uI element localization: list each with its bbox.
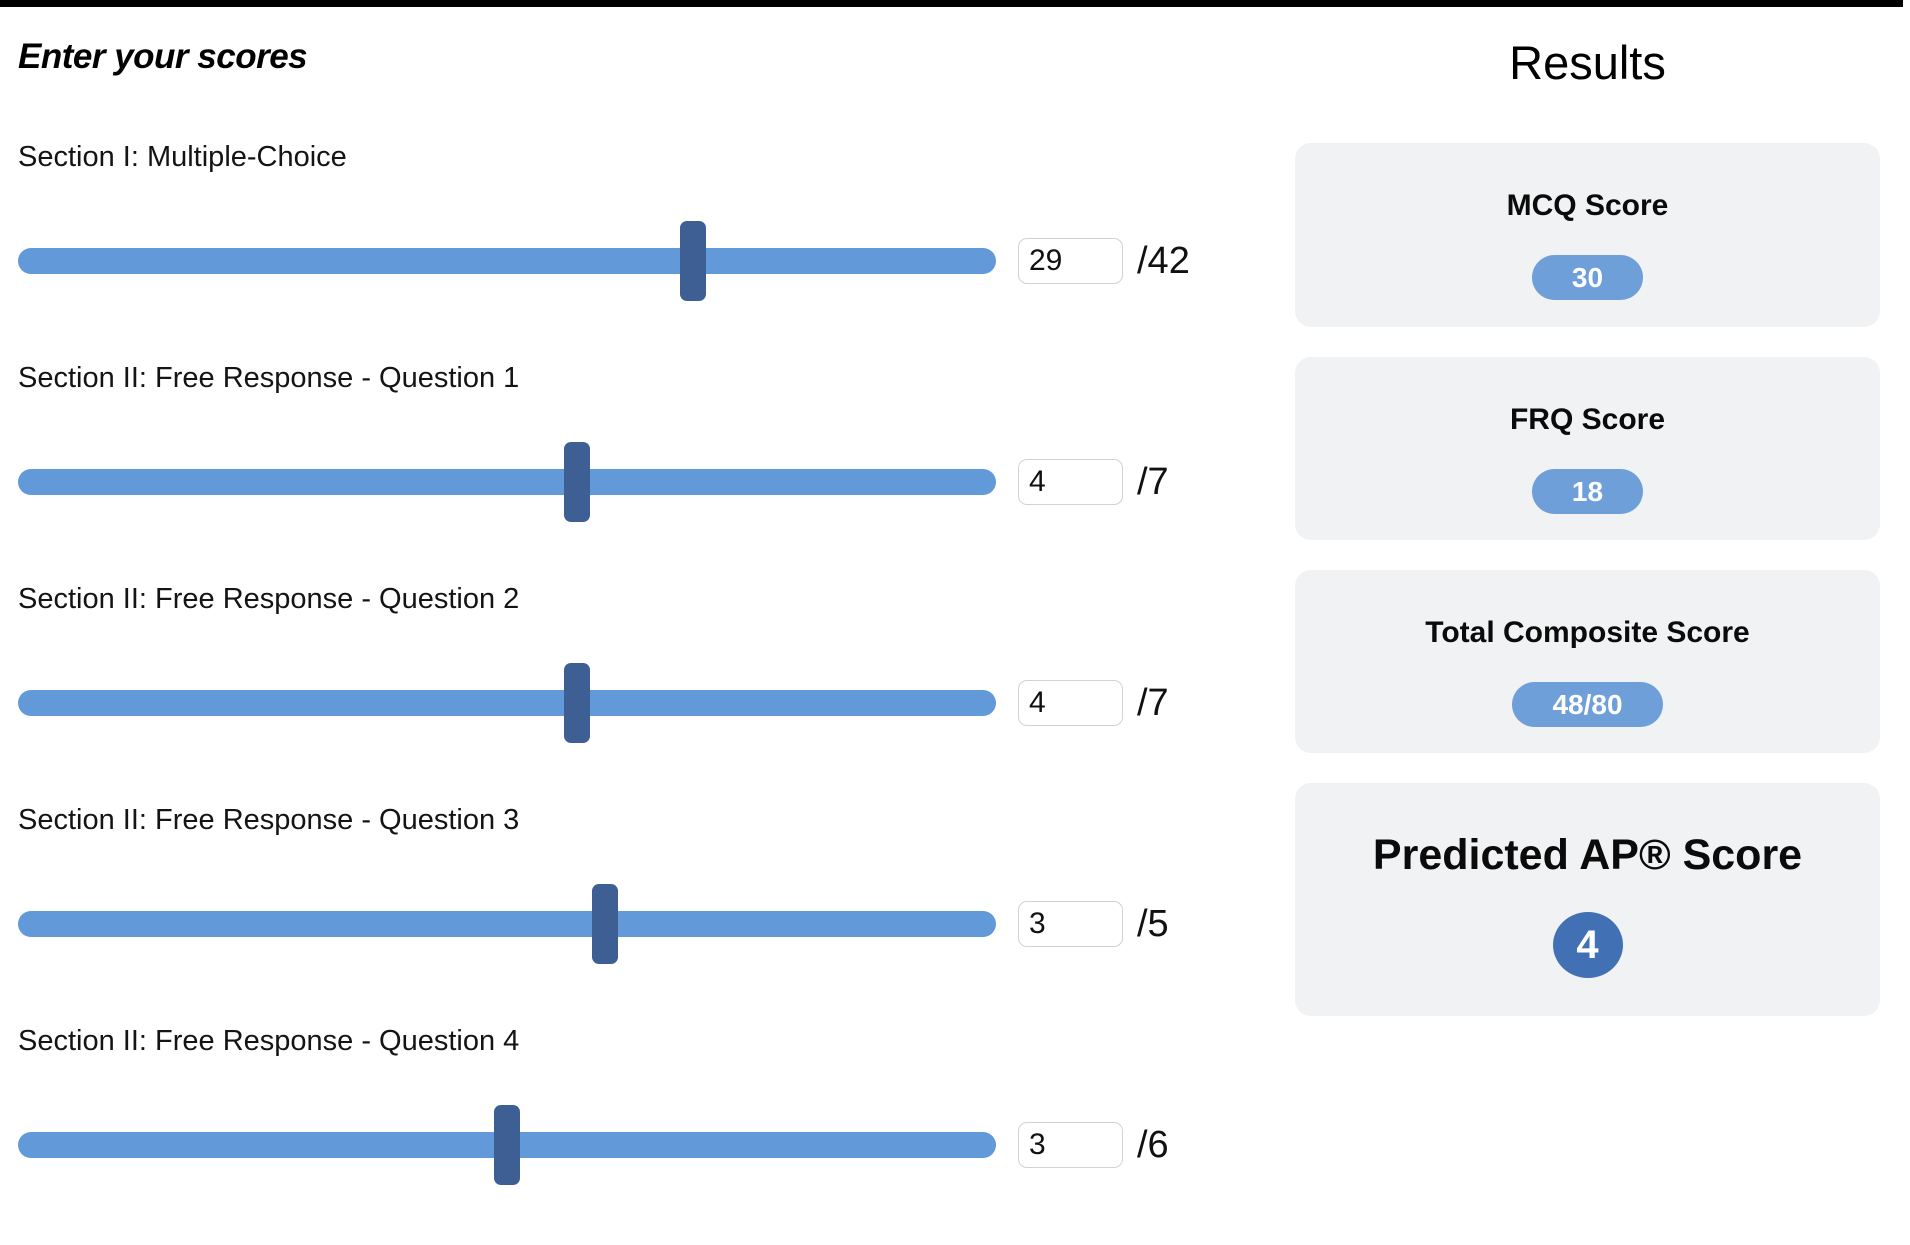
predicted-score-badge: 4 [1552,912,1623,978]
section-label: Section II: Free Response - Question 2 [18,583,520,615]
score-slider[interactable] [18,442,996,522]
slider-thumb[interactable] [591,884,618,964]
section-label: Section II: Free Response - Question 1 [18,362,520,394]
score-section-frq1: Section II: Free Response - Question 1 /… [18,361,1248,582]
result-card-composite-score: Total Composite Score 48/80 [1295,570,1880,753]
score-input[interactable] [1018,238,1123,284]
score-section-mcq: Section I: Multiple-Choice /42 [18,140,1248,361]
max-label: /7 [1137,681,1169,724]
score-input[interactable] [1018,1122,1123,1168]
card-title: Total Composite Score [1425,616,1750,649]
enter-scores-heading: Enter your scores [18,37,308,76]
slider-track[interactable] [18,690,996,716]
card-title: MCQ Score [1506,189,1669,222]
slider-track[interactable] [18,911,996,937]
score-input[interactable] [1018,459,1123,505]
score-slider[interactable] [18,663,996,743]
results-panel: Results MCQ Score 30 FRQ Score 18 Total … [1295,7,1880,1040]
top-border [0,0,1903,7]
score-entry-panel: Enter your scores Section I: Multiple-Ch… [18,7,1248,1245]
slider-thumb[interactable] [680,221,707,301]
slider-row: /7 [18,663,1248,743]
results-heading: Results [1509,36,1666,89]
score-pill: 30 [1531,255,1644,300]
slider-track[interactable] [18,469,996,495]
score-pill: 18 [1531,469,1644,514]
score-slider[interactable] [18,221,996,301]
result-card-predicted-ap-score: Predicted AP® Score 4 [1295,783,1880,1016]
score-input[interactable] [1018,901,1123,947]
slider-track[interactable] [18,248,996,274]
slider-row: /42 [18,221,1248,301]
score-section-frq2: Section II: Free Response - Question 2 /… [18,582,1248,803]
slider-row: /7 [18,442,1248,522]
card-title: FRQ Score [1509,403,1666,436]
card-title: Predicted AP® Score [1372,831,1803,879]
section-label: Section II: Free Response - Question 4 [18,1025,520,1057]
section-label: Section I: Multiple-Choice [18,141,347,173]
slider-row: /5 [18,884,1248,964]
slider-thumb[interactable] [563,663,590,743]
max-label: /42 [1137,239,1190,282]
max-label: /7 [1137,460,1169,503]
result-card-frq-score: FRQ Score 18 [1295,357,1880,540]
score-slider[interactable] [18,884,996,964]
score-input[interactable] [1018,680,1123,726]
slider-row: /6 [18,1105,1248,1185]
slider-thumb[interactable] [563,442,590,522]
score-section-frq3: Section II: Free Response - Question 3 /… [18,803,1248,1024]
result-card-mcq-score: MCQ Score 30 [1295,143,1880,327]
max-label: /5 [1137,902,1169,945]
slider-thumb[interactable] [494,1105,520,1185]
section-label: Section II: Free Response - Question 3 [18,804,520,836]
score-slider[interactable] [18,1105,996,1185]
score-pill: 48/80 [1512,682,1663,727]
score-section-frq4: Section II: Free Response - Question 4 /… [18,1024,1248,1245]
max-label: /6 [1137,1123,1169,1166]
